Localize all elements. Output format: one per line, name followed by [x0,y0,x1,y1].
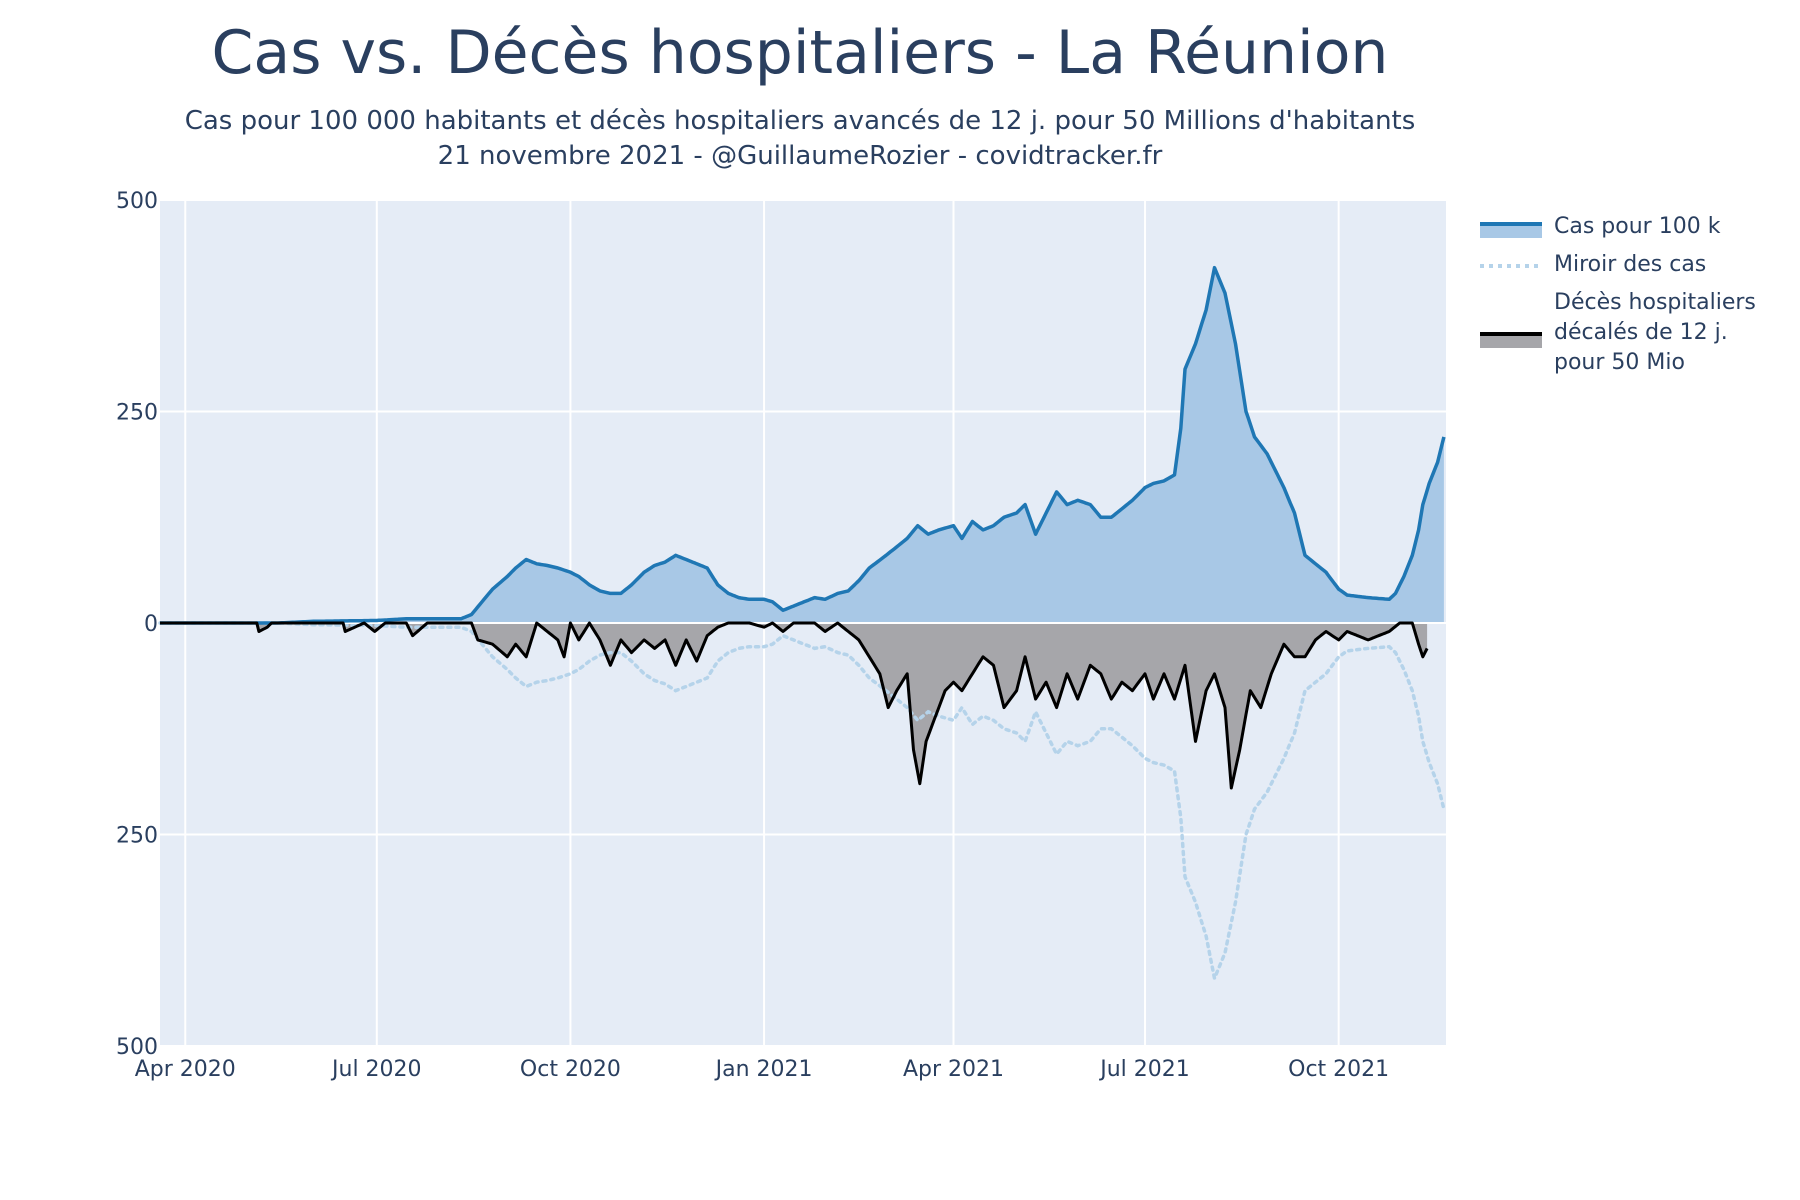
series-deaths-line [160,621,1429,790]
x-tick-label-5: Jul 2021 [1098,1057,1190,1082]
series-mirror-line [158,621,1446,985]
legend-item-deaths[interactable]: Décès hospitaliers décalés de 12 j. pour… [1480,288,1800,388]
chart-subtitle-line1: Cas pour 100 000 habitants et décès hosp… [184,106,1416,136]
legend-swatch-deaths [1480,332,1542,348]
x-tick-label-6: Oct 2021 [1288,1057,1389,1082]
chart-title: Cas vs. Décès hospitaliers - La Réunion [211,18,1389,88]
legend-item-mirror[interactable]: Miroir des cas [1480,250,1800,288]
x-tick-label-1: Jul 2020 [330,1057,422,1082]
y-tick-label-2: 0 [144,612,158,637]
legend-item-cases[interactable]: Cas pour 100 k [1480,212,1800,250]
legend-swatch-deaths-fill [1480,334,1542,348]
x-tick-label-4: Apr 2021 [903,1057,1004,1082]
legend-swatch-cases [1480,222,1542,238]
x-tick-label-0: Apr 2020 [135,1057,236,1082]
legend-swatch-mirror [1480,264,1542,268]
y-tick-label-0: 500 [116,189,158,214]
series-cases-line [160,265,1446,625]
y-tick-label-4: 500 [116,1035,158,1060]
y-tick-label-3: 250 [116,824,158,849]
series-cases-area [160,267,1444,623]
y-tick-label-1: 250 [116,401,158,426]
x-tick-label-3: Jan 2021 [714,1057,813,1082]
x-tick-label-2: Oct 2020 [520,1057,621,1082]
legend-label-mirror: Miroir des cas [1554,252,1707,277]
chart-subtitle-line2: 21 novembre 2021 - @GuillaumeRozier - co… [437,141,1163,171]
legend-label-cases: Cas pour 100 k [1554,214,1721,239]
legend-swatch-cases-fill [1480,224,1542,238]
series-deaths-area [160,623,1428,788]
legend-label-deaths: Décès hospitaliers décalés de 12 j. pour… [1554,290,1756,375]
legend: Cas pour 100 k Miroir des cas Décès hosp… [1480,212,1800,388]
